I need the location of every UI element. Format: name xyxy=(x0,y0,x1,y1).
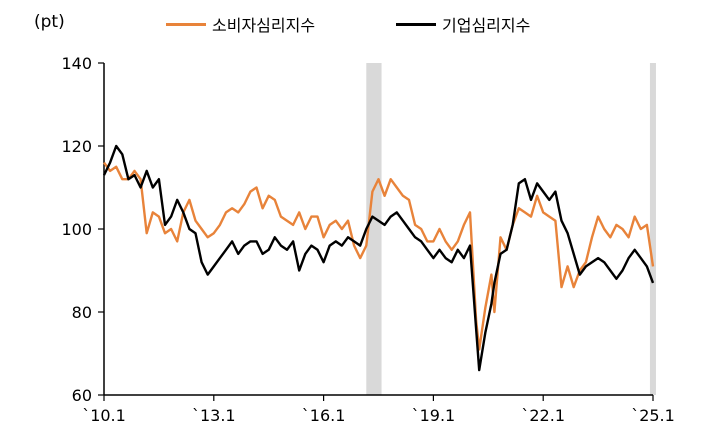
y-axis-unit-label: (pt) xyxy=(34,12,65,32)
y-tick-label-60: 60 xyxy=(72,386,92,405)
x-tick-label-3: `19.1 xyxy=(412,406,456,425)
y-tick-label-120: 120 xyxy=(61,137,92,156)
shaded-period-1 xyxy=(649,63,656,395)
y-tick-label-140: 140 xyxy=(61,54,92,73)
x-tick-label-4: `22.1 xyxy=(521,406,565,425)
consumer-sentiment-line xyxy=(103,161,655,351)
x-tick-label-2: `16.1 xyxy=(302,406,346,425)
x-tick-label-5: `25.1 xyxy=(631,406,675,425)
legend-swatch-consumer xyxy=(166,22,206,26)
x-tick-label-1: `13.1 xyxy=(192,406,236,425)
legend: 소비자심리지수 기업심리지수 xyxy=(0,12,715,36)
y-tick-label-80: 80 xyxy=(72,303,92,322)
legend-swatch-business xyxy=(396,22,436,26)
x-tick-label-0: `10.1 xyxy=(82,406,126,425)
legend-item-consumer: 소비자심리지수 xyxy=(166,12,315,36)
legend-label-consumer: 소비자심리지수 xyxy=(212,16,316,35)
business-sentiment-line xyxy=(102,144,655,372)
legend-label-business: 기업심리지수 xyxy=(442,16,531,35)
shaded-period-0 xyxy=(366,63,382,395)
legend-item-business: 기업심리지수 xyxy=(396,12,530,36)
y-tick-label-100: 100 xyxy=(61,220,92,239)
